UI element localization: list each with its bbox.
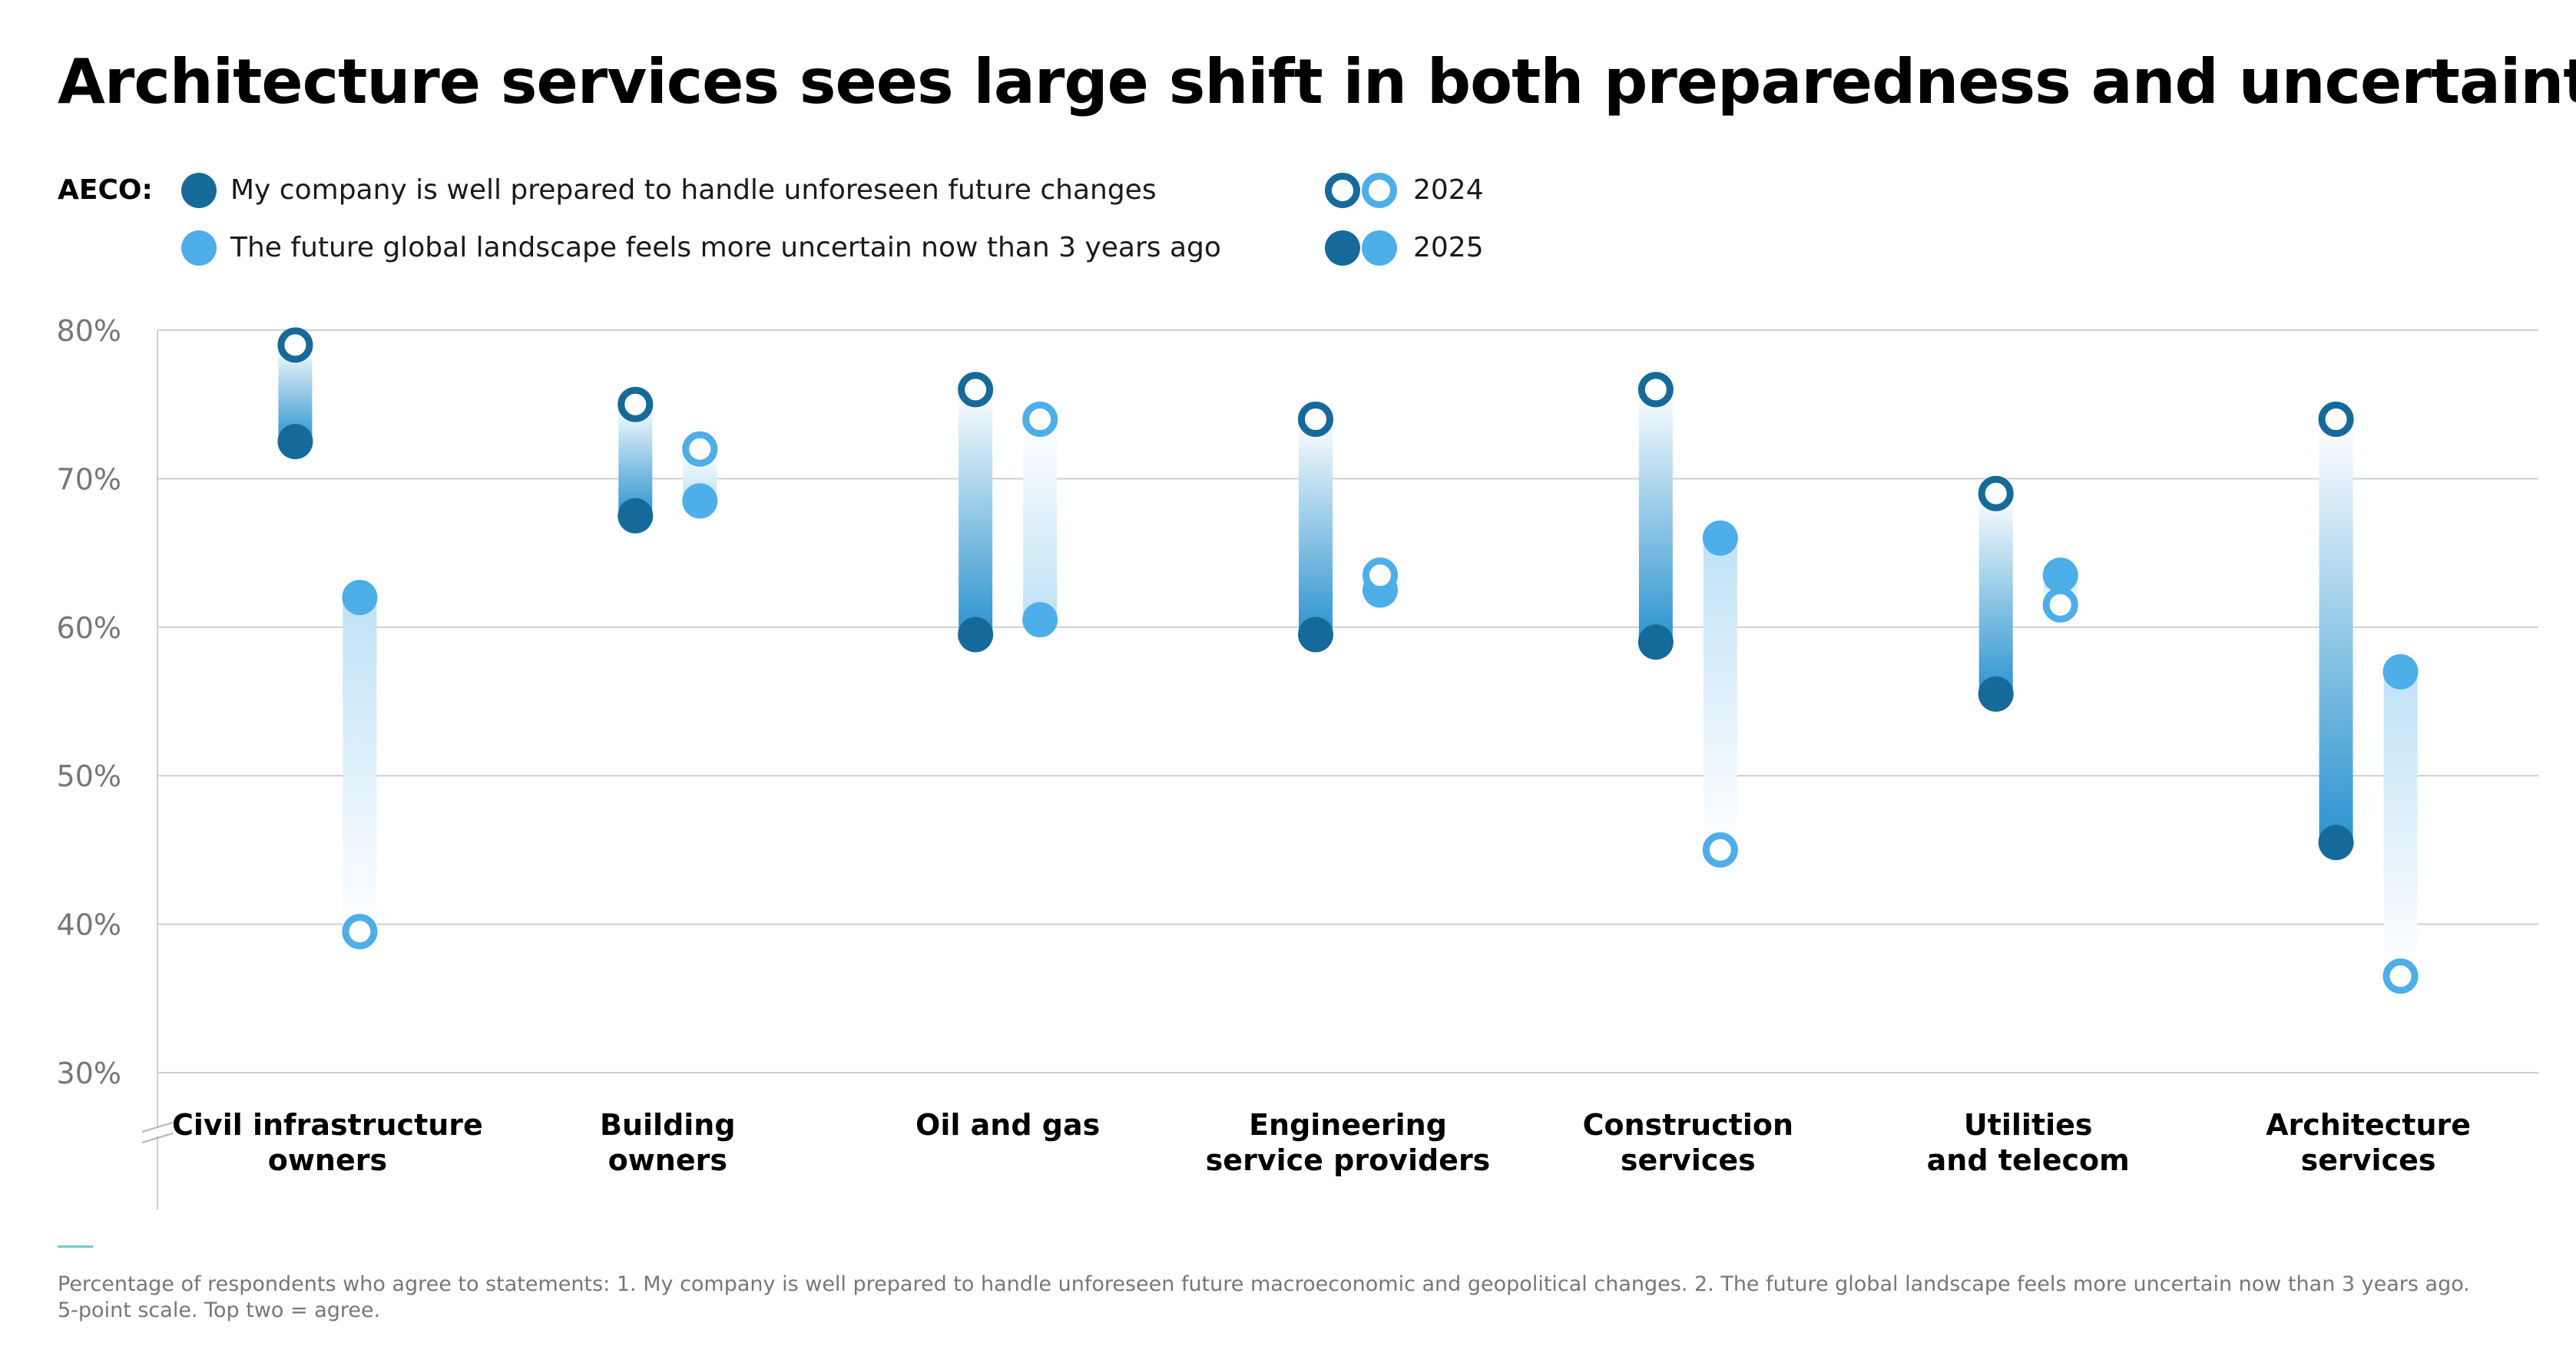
legend-2025-label: 2025 [1413, 232, 1484, 263]
chart-title: Architecture services sees large shift i… [58, 46, 2576, 117]
legend-uncertain-label: The future global landscape feels more u… [230, 232, 1221, 263]
x-category-label-line: owners [268, 1143, 387, 1177]
axis-break-mark [141, 1133, 174, 1143]
prepared-2024-ring [2318, 402, 2354, 438]
uncertain-2024-ring [682, 431, 718, 467]
data-points [277, 327, 2419, 994]
legend-prepared-label: My company is well prepared to handle un… [230, 174, 1157, 206]
prepared-range-bar [1978, 493, 2013, 694]
legend-2024-dark-ring [1325, 173, 1360, 208]
x-category-label: Utilities and telecom [1927, 1108, 2130, 1177]
prepared-2025-dot [1978, 676, 2014, 712]
axis-break-gap [141, 1123, 174, 1140]
uncertain-2025-dot [1022, 602, 1058, 638]
footnote-accent-line [58, 1245, 93, 1248]
axis-break-mark [141, 1122, 174, 1133]
legend-2025-dark-dot [1325, 230, 1360, 266]
prepared-2024-ring [958, 372, 994, 408]
prepared-2024-ring [1298, 402, 1333, 438]
x-category-label: Architecture services [2266, 1108, 2471, 1177]
prepared-2024-ring [1978, 475, 2014, 511]
uncertain-2024-ring [1362, 557, 1398, 594]
uncertain-2024-ring [1022, 402, 1058, 438]
y-axis: 80% 70% 60% 50% 40% 30% [57, 314, 174, 1209]
prepared-range-bar [2319, 419, 2353, 843]
legend-prefix: AECO: [58, 174, 153, 206]
dumbbell-chart: 80%70%60%50%40%30% Civil infrastructure o… [57, 314, 2538, 1209]
y-tick-label: 60% [57, 611, 121, 645]
prepared-2024-ring [1637, 372, 1674, 408]
legend-prepared-swatch [181, 173, 217, 208]
y-tick-label: 70% [57, 462, 121, 496]
range-bars [278, 345, 2418, 977]
x-category-label: Building owners [600, 1108, 736, 1177]
legend-2025-light-dot [1362, 230, 1397, 266]
uncertain-2024-ring [1702, 832, 1738, 868]
prepared-range-bar [959, 389, 993, 635]
prepared-range-bar [618, 404, 653, 516]
y-tick-label: 50% [57, 759, 121, 793]
uncertain-range-bar [1703, 537, 1737, 850]
y-tick-label: 30% [57, 1057, 121, 1090]
uncertain-2025-dot [2382, 653, 2419, 690]
prepared-2024-ring [277, 327, 313, 363]
footnote-line-1: Percentage of respondents who agree to s… [58, 1272, 2470, 1296]
uncertain-2025-dot [342, 580, 378, 616]
x-category-label-line: Construction [1583, 1108, 1794, 1142]
uncertain-2024-ring [342, 914, 378, 950]
footnote-line-2: 5-point scale. Top two = agree. [58, 1298, 381, 1322]
uncertain-2024-ring [2382, 958, 2419, 994]
x-category-label: Engineering service providers [1206, 1108, 1491, 1177]
y-tick-label: 80% [57, 314, 121, 348]
uncertain-range-bar [343, 597, 377, 932]
prepared-2025-dot [1637, 624, 1674, 660]
x-category-label-line: Utilities [1964, 1108, 2093, 1142]
legend-uncertain-swatch [181, 230, 217, 266]
x-category-label: Construction services [1583, 1108, 1794, 1177]
legend-2024-light-ring [1362, 173, 1397, 208]
legend-2024-label: 2024 [1413, 174, 1484, 206]
uncertain-2024-ring [2042, 587, 2078, 623]
uncertain-range-bar [1023, 419, 1058, 620]
prepared-2025-dot [277, 424, 313, 460]
uncertain-2025-dot [682, 483, 718, 519]
x-category-label-line: and telecom [1927, 1143, 2130, 1177]
x-category-label-line: services [2301, 1143, 2436, 1177]
prepared-2025-dot [618, 498, 654, 534]
y-tick-label: 40% [57, 908, 121, 942]
x-category-label-line: Civil infrastructure [172, 1108, 483, 1142]
x-category-label-line: Building [600, 1108, 736, 1142]
x-category-label-line: service providers [1206, 1143, 1491, 1177]
uncertain-range-bar [2383, 671, 2418, 977]
x-category-label-line: services [1621, 1143, 1756, 1177]
uncertain-2025-dot [1702, 520, 1738, 556]
x-category-label-line: Engineering [1249, 1108, 1447, 1142]
legend: AECO: My company is well prepared to han… [0, 0, 2576, 292]
x-category-label-line: owners [608, 1143, 727, 1177]
prepared-2025-dot [1298, 617, 1333, 653]
x-category-label: Oil and gas [916, 1108, 1100, 1142]
uncertain-2025-dot [2042, 557, 2078, 594]
prepared-range-bar [1299, 419, 1333, 635]
x-category-label-line: Architecture [2266, 1108, 2471, 1142]
x-category-label: Civil infrastructure owners [172, 1108, 483, 1177]
prepared-range-bar [1638, 389, 1673, 643]
x-category-label-line: Oil and gas [916, 1108, 1100, 1142]
prepared-2025-dot [958, 617, 994, 653]
prepared-2024-ring [618, 386, 654, 422]
grid-layer [157, 329, 2538, 1073]
footnote: Percentage of respondents who agree to s… [58, 1272, 2515, 1324]
prepared-2025-dot [2318, 825, 2354, 861]
